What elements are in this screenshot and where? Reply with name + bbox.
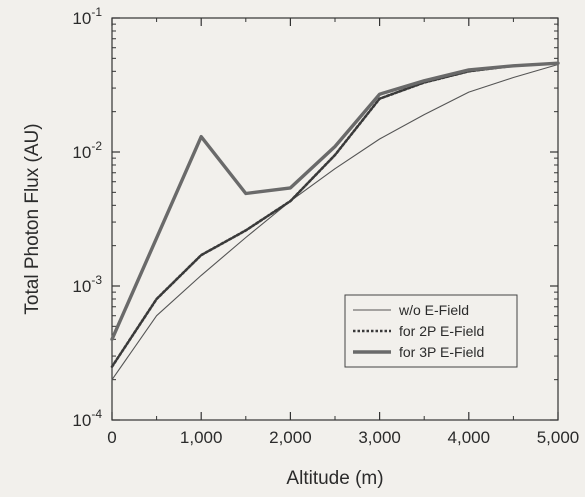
x-tick-label: 3,000 bbox=[358, 428, 401, 447]
x-tick-label: 1,000 bbox=[180, 428, 223, 447]
y-tick-label-base: 10 bbox=[72, 411, 91, 430]
series-line-3 bbox=[110, 61, 560, 341]
legend: w/o E-Field for 2P E-Field for 3P E-Field bbox=[344, 294, 518, 368]
y-tick-label-exponent: -2 bbox=[91, 139, 102, 153]
y-tick-label-base: 10 bbox=[72, 9, 91, 28]
x-tick-label: 0 bbox=[107, 428, 116, 447]
y-tick-label: 10-3 bbox=[72, 273, 102, 296]
x-tick-label: 4,000 bbox=[448, 428, 491, 447]
legend-label: w/o E-Field bbox=[398, 302, 469, 318]
legend-label: for 3P E-Field bbox=[399, 344, 484, 360]
y-axis-label: Total Photon Flux (AU) bbox=[22, 123, 43, 314]
y-tick-label: 10-1 bbox=[72, 5, 102, 28]
y-tick-label: 10-2 bbox=[72, 139, 102, 162]
x-tick-label: 5,000 bbox=[537, 428, 580, 447]
y-axis-ticks: 10-410-310-210-1 bbox=[72, 5, 558, 430]
x-axis-label: Altitude (m) bbox=[286, 468, 383, 489]
series-group bbox=[110, 61, 560, 381]
legend-box bbox=[344, 294, 518, 368]
y-tick-label-base: 10 bbox=[72, 143, 91, 162]
y-tick-label-exponent: -3 bbox=[91, 273, 102, 287]
x-axis-ticks: 0 1,000 2,000 3,000 4,000 5,000 bbox=[107, 18, 579, 447]
x-tick-label: 2,000 bbox=[269, 428, 312, 447]
series-line-1 bbox=[111, 63, 559, 381]
y-tick-label-exponent: -1 bbox=[91, 5, 102, 19]
y-tick-label-base: 10 bbox=[72, 277, 91, 296]
legend-label: for 2P E-Field bbox=[399, 323, 484, 339]
y-tick-label-exponent: -4 bbox=[91, 407, 102, 421]
y-tick-label: 10-4 bbox=[72, 407, 102, 430]
